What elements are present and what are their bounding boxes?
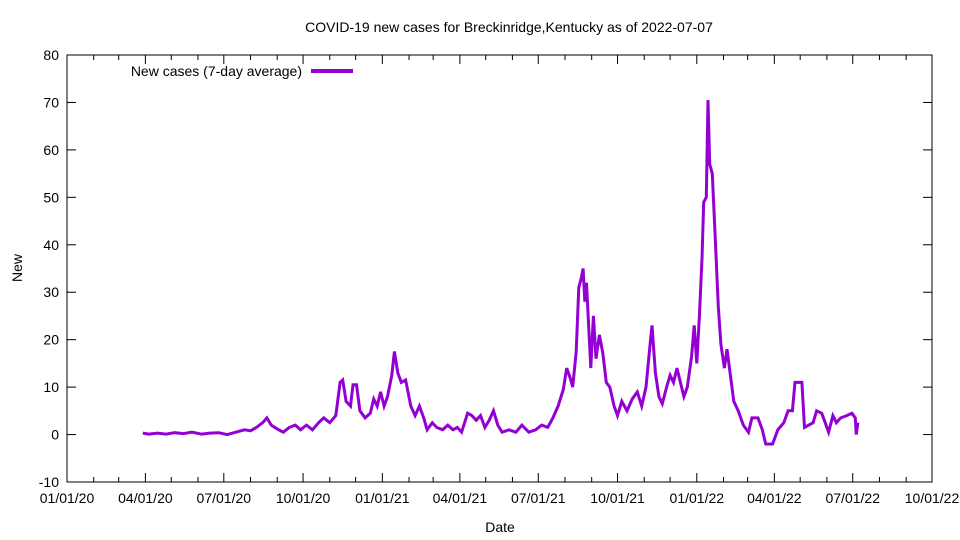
x-axis-label: Date (485, 519, 515, 535)
x-tick-label: 04/01/20 (118, 490, 173, 506)
y-axis-label: New (9, 253, 25, 282)
y-axis: -10 0 10 20 30 40 50 60 70 80 (39, 47, 932, 490)
legend-label: New cases (7-day average) (131, 63, 302, 79)
y-tick-label: -10 (39, 474, 59, 490)
x-tick-label: 04/01/22 (747, 490, 802, 506)
x-tick-label: 07/01/21 (511, 490, 566, 506)
x-tick-label: 10/01/21 (590, 490, 645, 506)
plot-frame (66, 54, 933, 483)
x-tick-label: 07/01/20 (197, 490, 252, 506)
x-tick-label: 10/01/22 (905, 490, 960, 506)
y-tick-label: 60 (43, 142, 59, 158)
y-tick-label: 70 (43, 94, 59, 110)
x-tick-label: 10/01/20 (276, 490, 331, 506)
chart-title: COVID-19 new cases for Breckinridge,Kent… (305, 19, 713, 35)
x-tick-label: 01/01/20 (40, 490, 95, 506)
x-tick-label: 07/01/22 (825, 490, 880, 506)
legend: New cases (7-day average) (131, 63, 353, 79)
y-tick-label: 30 (43, 284, 59, 300)
x-tick-label: 01/01/22 (670, 490, 725, 506)
x-axis: 01/01/20 04/01/20 07/01/20 10/01/20 01/01/21… (40, 55, 960, 506)
series-layer (142, 100, 860, 446)
y-tick-label: 50 (43, 189, 59, 205)
y-tick-label: 80 (43, 47, 59, 63)
x-tick-label: 04/01/21 (433, 490, 488, 506)
y-tick-label: 40 (43, 237, 59, 253)
y-tick-label: 0 (51, 427, 59, 443)
y-tick-label: 20 (43, 332, 59, 348)
y-tick-label: 10 (43, 379, 59, 395)
x-tick-label: 01/01/21 (355, 490, 410, 506)
series-line (142, 100, 860, 446)
